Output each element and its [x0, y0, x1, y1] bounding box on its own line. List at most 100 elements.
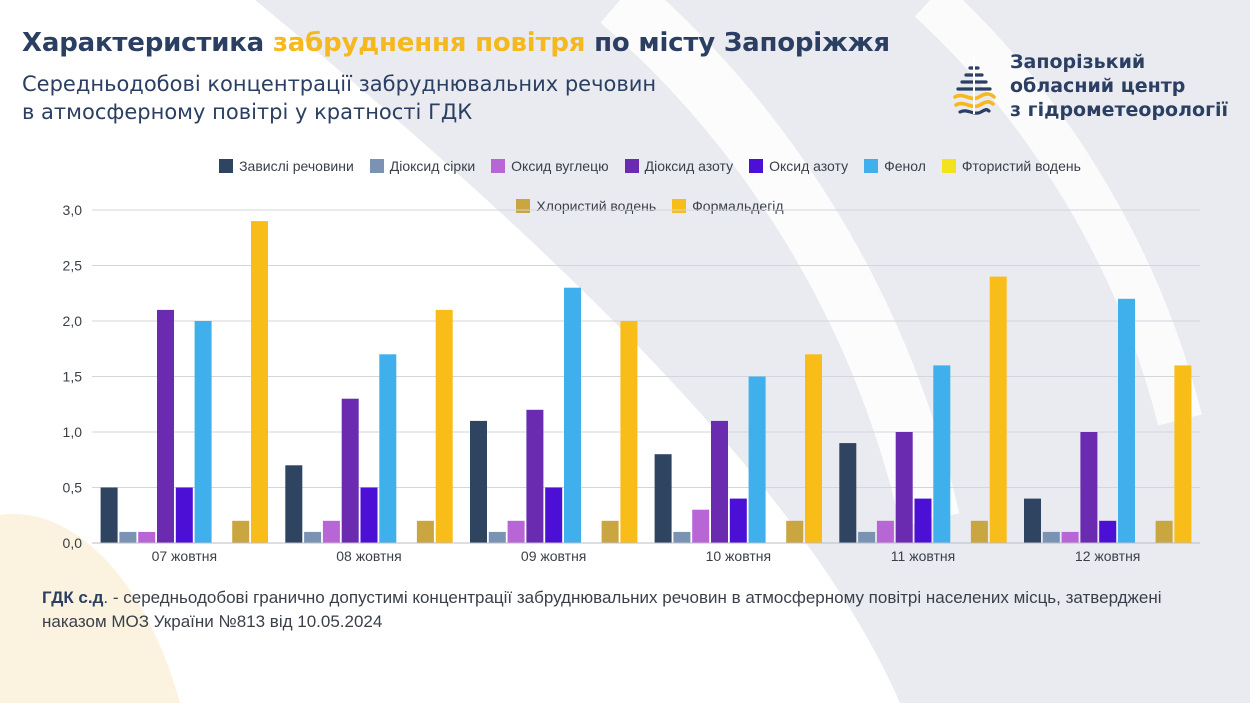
organization-line-1: Запорізький — [1010, 51, 1146, 73]
organization-name: Запорізький обласний центр з гідрометеор… — [1010, 50, 1228, 122]
legend-item: Фтористий водень — [941, 156, 1081, 176]
bar — [1155, 520, 1173, 543]
organization-line-3: з гідрометеорології — [1010, 99, 1229, 121]
bar — [1174, 365, 1192, 543]
title-part-1: Характеристика — [22, 28, 273, 58]
bar — [379, 354, 397, 543]
legend-label: Фтористий водень — [961, 158, 1081, 174]
y-tick-label: 2,0 — [63, 313, 83, 329]
bar — [1118, 298, 1135, 543]
bar — [989, 276, 1007, 543]
legend-swatch — [941, 159, 956, 173]
bar — [322, 520, 340, 543]
bar — [858, 531, 876, 543]
bar — [839, 443, 857, 543]
bar — [1042, 531, 1060, 543]
bar — [914, 498, 932, 543]
bar — [564, 287, 581, 543]
bar — [175, 487, 193, 543]
bar — [435, 309, 453, 543]
bar — [304, 531, 322, 543]
bar — [100, 487, 118, 543]
bar — [232, 520, 250, 543]
legend-item: Оксид вуглецю — [491, 156, 609, 176]
y-tick-label: 2,5 — [63, 258, 83, 274]
bar — [692, 509, 710, 543]
bar — [194, 321, 212, 543]
background-white-arc — [600, 0, 960, 527]
subtitle-line-1: Середньодобові концентрації забруднюваль… — [22, 72, 657, 96]
footnote-text: . - середньодобові гранично допустимі ко… — [42, 588, 1162, 631]
bar — [545, 487, 563, 543]
bar — [119, 531, 137, 543]
legend-item: Завислі речовини — [219, 156, 354, 176]
x-tick-label: 12 жовтня — [1075, 548, 1140, 564]
page-title: Характеристика забруднення повітря по мі… — [22, 28, 890, 58]
bar — [1099, 520, 1117, 543]
bar — [526, 409, 544, 543]
bar — [285, 465, 303, 543]
legend-swatch — [624, 159, 639, 173]
bar — [341, 398, 359, 543]
background-white-arc-2 — [914, 0, 1202, 426]
bar — [1080, 432, 1098, 543]
legend-item: Фенол — [864, 156, 926, 176]
legend-swatch — [369, 159, 384, 173]
x-tick-label: 11 жовтня — [891, 548, 955, 564]
bar — [748, 376, 766, 543]
bar — [933, 365, 951, 543]
legend-item: Діоксид сірки — [369, 156, 476, 176]
legend-swatch — [749, 159, 764, 173]
legend-label: Завислі речовини — [239, 158, 354, 174]
legend-label: Діоксид сірки — [389, 158, 476, 174]
y-tick-label: 1,0 — [63, 424, 83, 440]
bar — [507, 520, 525, 543]
bar — [470, 420, 487, 543]
bar — [1061, 531, 1079, 543]
footnote-term: ГДК с.д — [42, 588, 104, 607]
bar — [876, 520, 894, 543]
y-tick-label: 0,0 — [63, 535, 83, 551]
title-part-2: по місту Запоріжжя — [585, 28, 890, 58]
bar — [805, 354, 822, 543]
bar — [711, 420, 728, 543]
legend-item: Діоксид азоту — [624, 156, 734, 176]
bar — [673, 531, 691, 543]
bar — [138, 531, 156, 543]
legend-swatch — [219, 159, 234, 173]
bar — [416, 520, 434, 543]
legend-label: Фенол — [884, 158, 926, 174]
legend-swatch — [864, 159, 879, 173]
y-tick-label: 1,5 — [63, 369, 83, 385]
bar — [895, 432, 913, 543]
water-drop-wave-icon — [953, 57, 996, 115]
organization-line-2: обласний центр — [1010, 75, 1186, 97]
bar — [360, 487, 378, 543]
chart-legend: Завислі речовини Діоксид сірки Оксид вугле… — [100, 156, 1200, 216]
legend-swatch — [491, 159, 506, 173]
bar — [620, 321, 638, 543]
title-accent: забруднення повітря — [272, 28, 586, 58]
legend-label: Діоксид азоту — [644, 158, 734, 174]
x-tick-label: 07 жовтня — [152, 548, 217, 564]
y-tick-label: 3,0 — [63, 202, 83, 218]
bar — [729, 498, 747, 543]
footnote: ГДК с.д. - середньодобові гранично допус… — [42, 586, 1212, 634]
bar — [488, 531, 506, 543]
subtitle-line-2: в атмосферному повітрі у кратності ГДК — [22, 100, 473, 124]
bar — [654, 454, 672, 543]
legend-item: Оксид азоту — [749, 156, 848, 176]
y-tick-label: 0,5 — [63, 480, 83, 496]
bar — [786, 520, 804, 543]
x-tick-label: 10 жовтня — [706, 548, 771, 564]
legend-label: Оксид вуглецю — [511, 158, 609, 174]
bar — [970, 520, 988, 543]
page-subtitle: Середньодобові концентрації забруднюваль… — [22, 70, 782, 126]
background-yellow-corner — [0, 513, 180, 703]
legend-label: Оксид азоту — [769, 158, 849, 174]
bar — [251, 221, 268, 543]
bar — [1024, 498, 1041, 543]
x-tick-label: 08 жовтня — [336, 548, 401, 564]
bar — [601, 520, 619, 543]
